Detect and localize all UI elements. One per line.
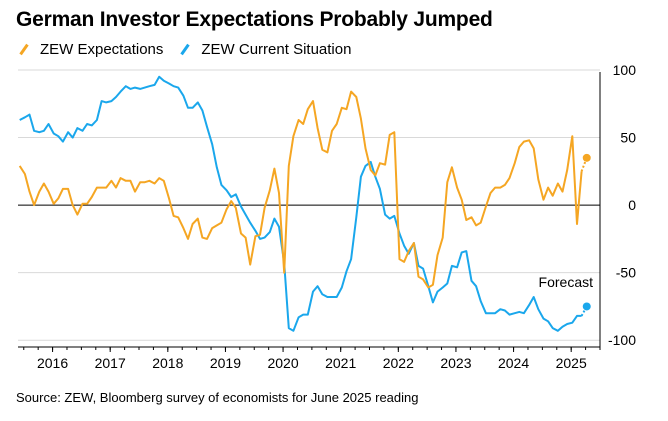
chart-title: German Investor Expectations Probably Ju… <box>16 8 493 31</box>
legend-swatch-current <box>180 43 191 56</box>
y-tick-label: 100 <box>613 62 637 78</box>
x-tick-label: 2017 <box>95 355 126 371</box>
x-tick-label: 2019 <box>210 355 241 371</box>
forecast-annotation: Forecast <box>539 274 594 290</box>
y-tick-label: -100 <box>608 332 636 348</box>
y-tick-label: 50 <box>620 130 636 146</box>
x-tick-label: 2021 <box>325 355 356 371</box>
legend-label-expectations: ZEW Expectations <box>40 41 164 58</box>
legend: ZEW Expectations ZEW Current Situation <box>16 41 365 58</box>
legend-item-expectations: ZEW Expectations <box>16 41 163 58</box>
x-tick-label: 2023 <box>440 355 471 371</box>
legend-label-current: ZEW Current Situation <box>201 41 352 58</box>
series-line-expectations <box>18 90 583 289</box>
series-line-current <box>19 75 582 332</box>
forecast-point-expectations <box>582 153 591 162</box>
x-tick-label: 2016 <box>37 355 68 371</box>
line-chart: 100 50 0 -50 -100 2016 2017 2018 2019 2020 2021 202… <box>18 62 637 371</box>
forecast-point-current <box>582 302 591 311</box>
x-tick-label: 2018 <box>152 355 183 371</box>
x-tick-label: 2022 <box>383 355 414 371</box>
source-note: Source: ZEW, Bloomberg survey of economi… <box>16 390 419 405</box>
x-tick-label: 2020 <box>267 355 298 371</box>
x-tick-label: 2025 <box>556 355 587 371</box>
legend-item-current: ZEW Current Situation <box>177 41 351 58</box>
legend-swatch-expectations <box>19 43 29 56</box>
y-tick-label: -50 <box>616 265 636 281</box>
y-tick-label: 0 <box>628 197 636 213</box>
x-tick-label: 2024 <box>498 355 529 371</box>
